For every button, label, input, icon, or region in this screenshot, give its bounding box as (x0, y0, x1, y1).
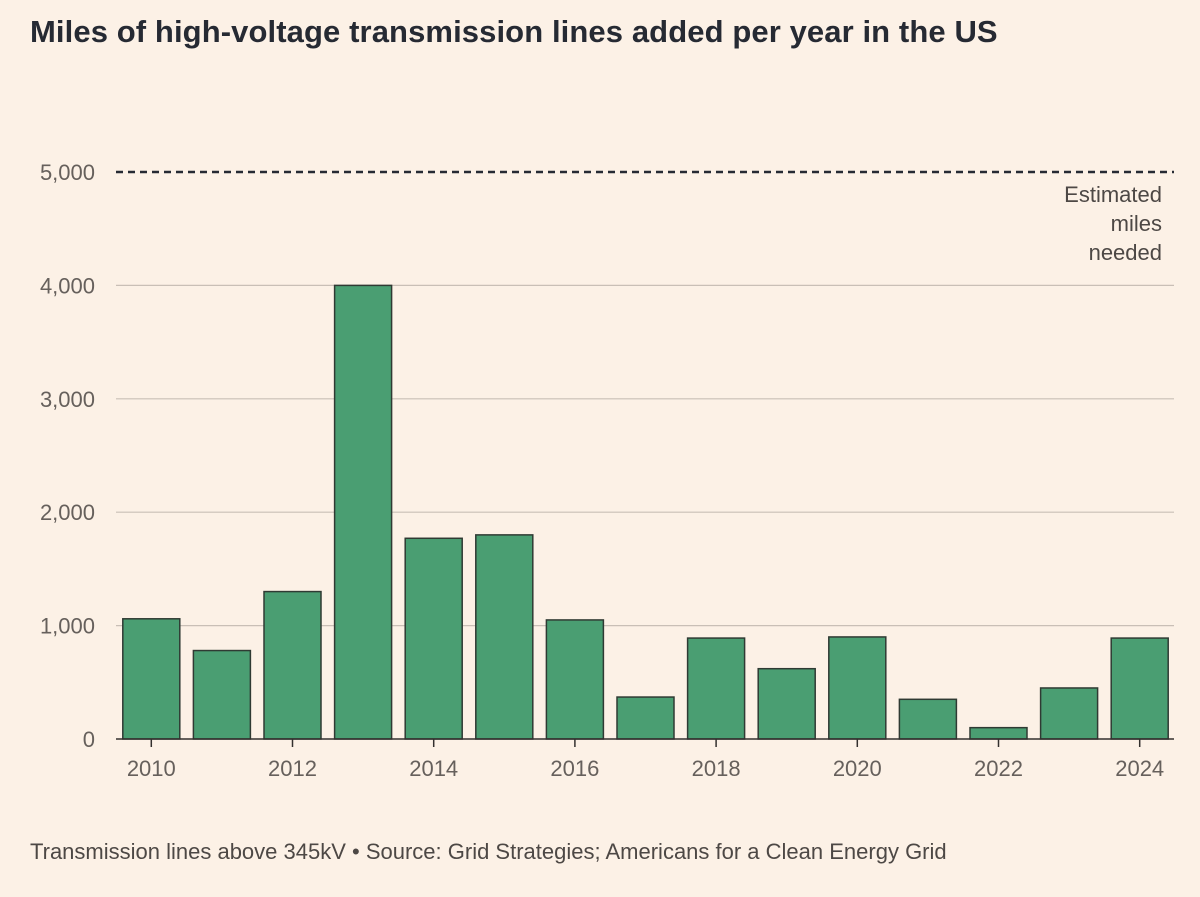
gridlines (116, 284, 1174, 627)
bar-2020 (828, 636, 887, 740)
bar-2010 (122, 618, 181, 740)
x-axis-ticks: 2010 2012 2014 2016 2018 2020 2022 2024 (127, 739, 1164, 781)
chart-footer-source: Transmission lines above 345kV • Source:… (30, 839, 947, 864)
bars (122, 284, 1169, 740)
bar-2014 (404, 537, 463, 740)
y-tick-label: 1,000 (40, 614, 95, 639)
x-tick-label: 2014 (409, 756, 458, 781)
bar-2019 (757, 667, 816, 740)
x-tick-label: 2010 (127, 756, 176, 781)
chart-title: Miles of high-voltage transmission lines… (30, 14, 998, 49)
x-tick-label: 2022 (974, 756, 1023, 781)
bar-2015 (475, 534, 534, 740)
reference-line-group: Estimated miles needed (116, 170, 1174, 265)
reference-line-label: Estimated (1064, 182, 1162, 207)
y-tick-label: 4,000 (40, 273, 95, 298)
reference-line-label: miles (1111, 211, 1162, 236)
bar-2012 (263, 590, 322, 740)
x-tick-label: 2012 (268, 756, 317, 781)
y-axis-ticks: 0 1,000 2,000 3,000 4,000 5,000 (40, 160, 95, 752)
bar-2016 (545, 619, 605, 740)
bar-2018 (686, 637, 746, 740)
x-tick-label: 2024 (1115, 756, 1164, 781)
bar-2011 (192, 649, 252, 740)
y-tick-label: 0 (83, 727, 95, 752)
y-tick-label: 5,000 (40, 160, 95, 185)
bar-2022 (969, 726, 1028, 740)
y-tick-label: 2,000 (40, 500, 95, 525)
bar-2017 (616, 696, 675, 740)
bar-2024 (1110, 637, 1169, 740)
bar-2023 (1039, 687, 1099, 740)
bar-2021 (898, 698, 958, 740)
x-tick-label: 2016 (550, 756, 599, 781)
x-tick-label: 2020 (833, 756, 882, 781)
reference-line-label: needed (1089, 240, 1162, 265)
bar-2013 (333, 284, 393, 740)
y-tick-label: 3,000 (40, 387, 95, 412)
x-tick-label: 2018 (692, 756, 741, 781)
